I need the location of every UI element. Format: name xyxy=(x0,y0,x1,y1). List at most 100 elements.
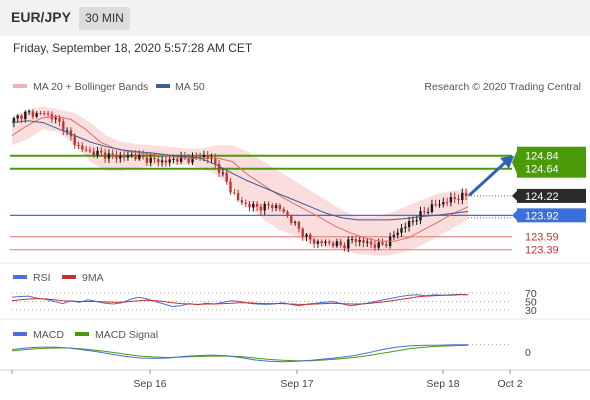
candle-body xyxy=(24,111,27,120)
candle-body xyxy=(58,117,61,122)
chart-header: EUR/JPY 30 MIN xyxy=(0,0,590,36)
candle-body xyxy=(141,154,145,158)
ma20-legend-label: MA 20 + Bollinger Bands xyxy=(33,81,148,93)
candle-body xyxy=(400,228,403,233)
rsi-ma-legend-label: 9MA xyxy=(82,272,104,284)
candle-body xyxy=(138,154,141,160)
candle-body xyxy=(43,113,46,115)
candle-body xyxy=(84,149,88,151)
candle-body xyxy=(115,154,118,159)
candle-body xyxy=(274,205,278,208)
candle-body xyxy=(160,160,164,163)
candle-body xyxy=(369,241,373,245)
candle-body xyxy=(358,240,361,242)
resistance-price-tag xyxy=(517,146,586,178)
candle-body xyxy=(31,111,35,117)
symbol-label: EUR/JPY xyxy=(11,9,71,25)
candle-body xyxy=(88,150,92,152)
candle-body xyxy=(236,193,240,201)
candle-body xyxy=(27,111,31,113)
ma50-legend-label: MA 50 xyxy=(175,81,205,93)
macd-signal-legend-swatch xyxy=(75,332,89,336)
support-1-label: 123.59 xyxy=(525,232,559,244)
credit-label: Research © 2020 Trading Central xyxy=(424,81,581,93)
candle-body xyxy=(217,163,221,173)
candle-body xyxy=(149,157,152,163)
candle-body xyxy=(354,238,358,242)
candle-body xyxy=(335,241,339,247)
candle-body xyxy=(449,197,453,203)
candle-body xyxy=(362,240,365,243)
candle-body xyxy=(77,144,80,146)
candle-body xyxy=(69,130,73,137)
candle-body xyxy=(328,241,331,244)
candle-body xyxy=(305,234,308,237)
ma20-legend-swatch xyxy=(13,84,27,88)
timeframe-button[interactable]: 30 MIN xyxy=(79,7,130,30)
candle-body xyxy=(404,227,407,229)
candle-body xyxy=(191,156,194,163)
candle-body xyxy=(392,234,396,237)
candle-body xyxy=(54,117,57,120)
resistance-2-label: 124.64 xyxy=(525,164,559,176)
pivot-tag-pointer xyxy=(512,210,517,221)
macd-legend-label: MACD xyxy=(33,329,64,341)
candle-body xyxy=(396,232,399,235)
candle-body xyxy=(126,155,130,158)
candle-body xyxy=(16,115,19,119)
time-tick-label: Sep 18 xyxy=(426,378,459,390)
candle-body xyxy=(248,203,251,208)
candle-body xyxy=(145,157,149,163)
candle-body xyxy=(339,241,342,246)
last-price-label: 124.22 xyxy=(525,191,559,203)
candle-body xyxy=(195,156,198,158)
pivot-price-tag xyxy=(517,208,586,223)
rsi-ma-line xyxy=(11,294,468,305)
candle-body xyxy=(103,152,107,159)
candle-body xyxy=(411,220,415,222)
ma50-line xyxy=(11,120,469,221)
pivot-label: 123.92 xyxy=(525,210,559,222)
candle-body xyxy=(297,221,301,229)
ma50-legend-swatch xyxy=(156,84,170,88)
time-tick-label: Oct 2 xyxy=(497,378,522,390)
rsi-tick-label: 30 xyxy=(525,305,537,317)
candle-body xyxy=(263,203,266,211)
candle-body xyxy=(282,209,285,212)
macd-signal-line xyxy=(11,344,469,362)
candle-body xyxy=(259,206,263,211)
candle-body xyxy=(111,153,114,155)
candle-body xyxy=(271,205,274,208)
candle-body xyxy=(233,192,236,194)
candle-body xyxy=(267,203,270,206)
last-price-tag-pointer xyxy=(512,190,517,201)
candle-body xyxy=(65,130,69,132)
candle-body xyxy=(229,181,232,193)
candle-body xyxy=(214,157,217,164)
candle-body xyxy=(350,238,354,240)
candle-body xyxy=(130,154,133,156)
candle-body xyxy=(62,121,65,131)
candle-body xyxy=(366,241,369,243)
candle-body xyxy=(316,241,320,244)
candle-body xyxy=(202,154,206,158)
candle-body xyxy=(39,113,42,115)
candle-body xyxy=(134,154,137,160)
candle-body xyxy=(187,158,190,163)
candle-body xyxy=(415,220,418,222)
candle-body xyxy=(255,203,259,207)
candle-body xyxy=(183,156,187,159)
candle-body xyxy=(445,202,449,204)
candle-body xyxy=(73,136,76,145)
forecast-arrow-shaft xyxy=(468,160,508,197)
candle-body xyxy=(286,211,289,217)
candle-body xyxy=(46,113,50,115)
rsi-legend-swatch xyxy=(13,275,27,279)
candle-body xyxy=(377,242,380,248)
candle-body xyxy=(290,216,293,223)
candle-body xyxy=(81,145,84,150)
candle-body xyxy=(301,228,304,237)
candle-body xyxy=(457,198,460,200)
candle-body xyxy=(252,203,255,208)
